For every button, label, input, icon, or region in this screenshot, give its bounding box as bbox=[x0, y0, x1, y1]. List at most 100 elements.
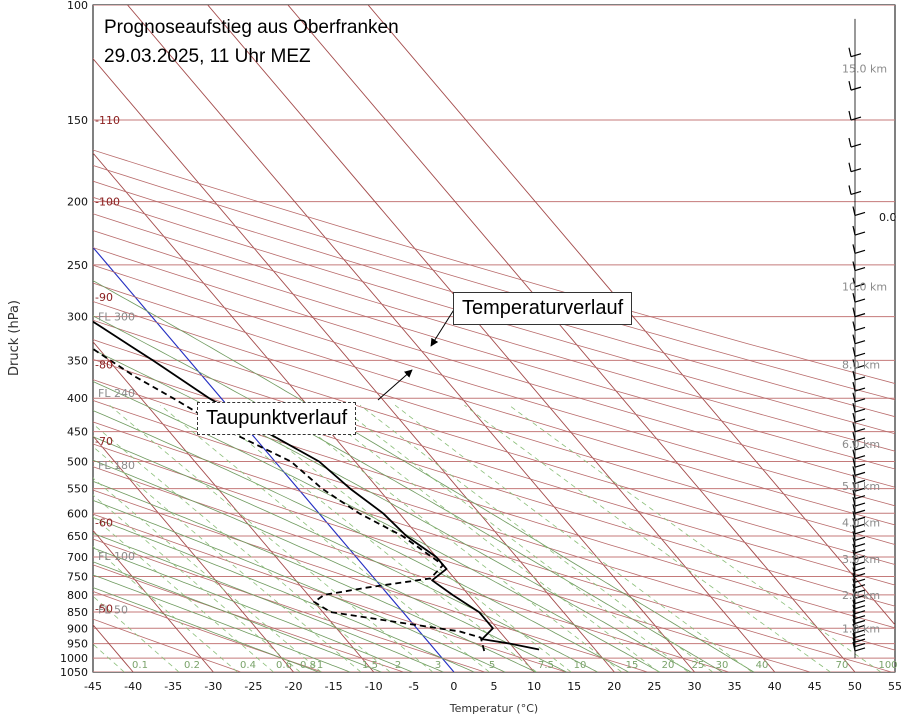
y-tick-label: 100 bbox=[67, 0, 88, 12]
zero-isotherm-label: 0.0 bbox=[879, 211, 897, 224]
mixing-ratio-line bbox=[359, 404, 713, 672]
y-tick-label: 150 bbox=[67, 114, 88, 127]
moist-adiabat-line bbox=[93, 480, 537, 672]
grid-layer bbox=[93, 5, 895, 672]
height-label: 5.0 km bbox=[842, 480, 880, 493]
x-tick-label: 15 bbox=[567, 680, 581, 693]
wind-barb bbox=[854, 633, 866, 639]
height-label: 8.0 km bbox=[842, 358, 880, 371]
x-tick-label: -20 bbox=[285, 680, 303, 693]
mixing-ratio-line bbox=[93, 423, 391, 672]
y-tick-label: 700 bbox=[67, 551, 88, 564]
wind-barb bbox=[854, 266, 866, 272]
dry-adiabat-line bbox=[93, 358, 895, 607]
wind-barb bbox=[854, 437, 866, 442]
dry-adiabat-line bbox=[93, 319, 895, 565]
dry-adiabat-line bbox=[93, 443, 811, 672]
wind-barbs bbox=[848, 18, 866, 659]
wind-barb bbox=[854, 418, 866, 423]
flight-level-label: FL 100 bbox=[98, 550, 135, 563]
wind-barb bbox=[854, 487, 866, 492]
isotherm-label: -60 bbox=[95, 517, 113, 530]
dry-adiabat-line bbox=[93, 196, 895, 435]
wind-barb bbox=[854, 638, 866, 643]
wind-barb bbox=[854, 471, 866, 476]
y-tick-label: 750 bbox=[67, 571, 88, 584]
mixing-ratio-line bbox=[338, 404, 689, 672]
wind-barb bbox=[854, 615, 866, 620]
wind-barb bbox=[854, 530, 866, 535]
mixing-ratio-line bbox=[93, 595, 180, 672]
wind-barb bbox=[854, 619, 866, 625]
y-tick-label: 650 bbox=[67, 530, 88, 543]
dewpoint-line bbox=[93, 347, 486, 652]
temperature-arrow bbox=[430, 307, 456, 347]
wind-barb bbox=[854, 352, 866, 357]
mixing-ratio-line bbox=[93, 546, 238, 672]
moist-adiabat-line bbox=[93, 574, 351, 672]
wind-barb bbox=[850, 143, 862, 148]
mixing-ratio-label: 20 bbox=[662, 660, 675, 671]
dry-adiabat-line bbox=[93, 149, 895, 384]
wind-barb-flag bbox=[848, 137, 852, 148]
mixing-ratio-label: 0.1 bbox=[132, 660, 148, 671]
dry-adiabat-line bbox=[93, 247, 895, 488]
zero-isotherm-line bbox=[93, 246, 455, 672]
isotherm-label: -90 bbox=[95, 291, 113, 304]
x-tick-label: 45 bbox=[808, 680, 822, 693]
wind-barb-flag bbox=[848, 162, 852, 172]
mixing-ratio-label: 3 bbox=[435, 660, 441, 671]
wind-barb bbox=[854, 624, 866, 629]
wind-barb bbox=[854, 495, 866, 500]
isotherm-line bbox=[207, 5, 776, 672]
dry-adiabat-line bbox=[93, 301, 895, 545]
dry-adiabat-line bbox=[93, 400, 895, 651]
isotherm-line bbox=[127, 5, 695, 672]
mixing-ratio-label: 7.5 bbox=[538, 660, 554, 671]
mixing-ratio-line bbox=[93, 516, 274, 672]
axes-layer: 1001502002503003504004505005506006507007… bbox=[60, 0, 902, 693]
wind-barb bbox=[854, 428, 866, 433]
x-tick-label: -25 bbox=[244, 680, 262, 693]
x-axis-title: Temperatur (°C) bbox=[449, 702, 538, 715]
x-tick-label: -5 bbox=[408, 680, 419, 693]
moist-adiabat-line bbox=[93, 315, 724, 672]
wind-barb bbox=[854, 313, 866, 318]
isotherm-line bbox=[93, 58, 615, 672]
wind-barb bbox=[854, 340, 866, 345]
isotherm-label: -70 bbox=[95, 435, 113, 448]
dry-adiabat-line bbox=[93, 591, 323, 672]
mixing-ratio-label: 2 bbox=[395, 660, 401, 671]
wind-barb bbox=[854, 567, 866, 572]
temperature-annotation: Temperaturverlauf bbox=[453, 292, 633, 325]
wind-barb bbox=[854, 572, 866, 578]
wind-barb bbox=[854, 605, 866, 610]
x-tick-label: -35 bbox=[164, 680, 182, 693]
wind-barb bbox=[854, 536, 866, 541]
wind-barb bbox=[854, 446, 866, 451]
wind-barb bbox=[854, 578, 866, 583]
dry-adiabat-line bbox=[93, 264, 895, 507]
dry-adiabat-line bbox=[93, 180, 895, 418]
x-tick-label: -45 bbox=[84, 680, 102, 693]
mixing-ratio-line bbox=[464, 404, 831, 672]
y-tick-label: 800 bbox=[67, 589, 88, 602]
mixing-ratio-line bbox=[278, 404, 622, 672]
moist-adiabat-line bbox=[93, 547, 414, 672]
x-tick-label: 0 bbox=[450, 680, 457, 693]
labels-layer: FL 300 FL 240 FL 180 FL 100 FL 50 -110 -100 -90… bbox=[95, 62, 898, 671]
y-tick-label: 950 bbox=[67, 638, 88, 651]
mixing-ratio-line bbox=[233, 404, 572, 672]
flight-level-label: FL 240 bbox=[98, 387, 135, 400]
moist-adiabat-line bbox=[93, 587, 320, 672]
wind-barb bbox=[854, 463, 866, 468]
y-tick-label: 450 bbox=[67, 426, 88, 439]
wind-barb bbox=[854, 408, 866, 413]
moist-adiabat-line bbox=[93, 561, 383, 672]
mixing-ratio-label: 5 bbox=[489, 660, 495, 671]
wind-barb bbox=[854, 594, 866, 599]
y-tick-label: 550 bbox=[67, 483, 88, 496]
wind-barb bbox=[854, 629, 866, 634]
wind-barb bbox=[854, 600, 866, 605]
